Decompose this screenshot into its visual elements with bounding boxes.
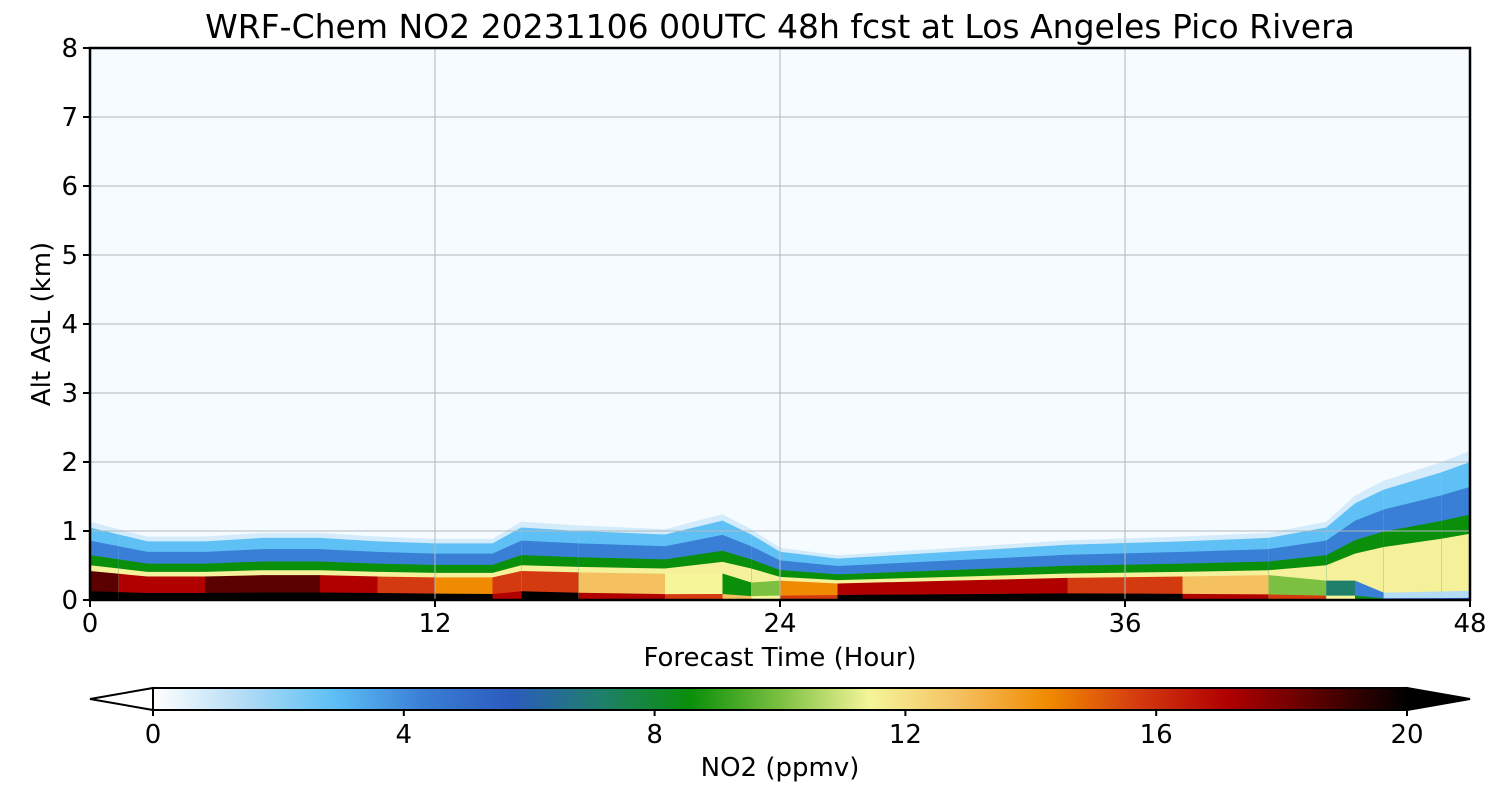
no2-column [205,537,263,600]
no2-surface [952,593,1068,600]
no2-column [722,520,752,600]
no2-column [118,534,148,600]
no2-surface [665,594,723,600]
colorbar-label: NO2 (ppmv) [701,753,860,783]
no2-surface [377,592,435,600]
no2-core [722,573,752,600]
no2-band [1383,538,1442,600]
colorbar-tick-label: 0 [145,720,162,750]
y-tick-label: 1 [61,517,78,547]
x-tick-label: 12 [418,609,451,639]
y-axis-ticks: 0 1 2 3 4 5 6 7 8 [61,34,90,616]
no2-surface [521,591,579,600]
y-tick-label: 6 [61,172,78,202]
no2-core [1441,590,1470,600]
y-tick-label: 7 [61,103,78,133]
no2-column [377,541,435,600]
no2-surface [262,592,320,600]
no2-core [1383,591,1442,600]
colorbar-ticks: 0 4 8 12 16 20 [145,710,1424,750]
y-tick-label: 5 [61,241,78,271]
no2-column [578,531,665,600]
no2-column [521,527,579,600]
colorbar-extend-low [89,686,154,712]
colorbar-tick-label: 20 [1390,720,1423,750]
no2-core [665,573,723,600]
no2-surface [147,592,205,600]
no2-column [1383,472,1442,600]
no2-core [751,580,780,600]
no2-core [1268,575,1327,600]
no2-column [837,551,953,600]
no2-core [1326,580,1355,600]
colorbar-tick-label: 16 [1140,720,1173,750]
no2-core [1355,580,1384,600]
x-tick-label: 24 [763,609,796,639]
no2-core [1182,575,1269,600]
no2-column [1326,503,1355,600]
y-tick-label: 2 [61,448,78,478]
no2-surface [320,592,378,600]
no2-column [492,527,522,600]
no2-surface [205,592,263,600]
no2-column [435,543,493,600]
no2-column [952,544,1068,600]
no2-surface [1182,593,1269,600]
chart-title: WRF-Chem NO2 20231106 00UTC 48h fcst at … [205,7,1355,46]
colorbar-tick-label: 4 [396,720,413,750]
no2-surface [435,593,493,600]
y-axis-label: Alt AGL (km) [27,242,57,406]
no2-surface [492,591,522,600]
no2-column [90,527,119,600]
colorbar: 0 4 8 12 16 20 NO2 (ppmv) [89,686,1471,783]
no2-column [147,541,205,600]
x-axis-ticks: 0 12 24 36 48 [82,600,1487,639]
no2-column [1268,527,1327,600]
x-tick-label: 0 [82,609,99,639]
no2-column [320,537,378,600]
x-tick-label: 48 [1453,609,1486,639]
colorbar-tick-label: 12 [889,720,922,750]
x-axis-label: Forecast Time (Hour) [643,643,916,673]
colorbar-tick-label: 8 [646,720,663,750]
colorbar-extend-high [1406,686,1471,712]
y-tick-label: 8 [61,34,78,64]
no2-column [665,520,723,600]
no2-surface [118,592,148,600]
no2-column [262,537,320,600]
y-tick-label: 4 [61,310,78,340]
no2-column [751,534,780,600]
x-tick-label: 36 [1108,609,1141,639]
no2-surface [722,594,752,600]
y-tick-label: 3 [61,379,78,409]
no2-band [1441,533,1470,600]
no2-core [780,580,838,600]
no2-surface [578,592,665,600]
no2-column [1355,489,1384,600]
no2-surface [1268,594,1327,600]
no2-column [780,551,838,600]
colorbar-body [152,687,1408,711]
no2-surface [90,591,119,600]
no2-surface [837,594,953,600]
y-tick-label: 0 [61,586,78,616]
no2-column [1182,537,1269,600]
